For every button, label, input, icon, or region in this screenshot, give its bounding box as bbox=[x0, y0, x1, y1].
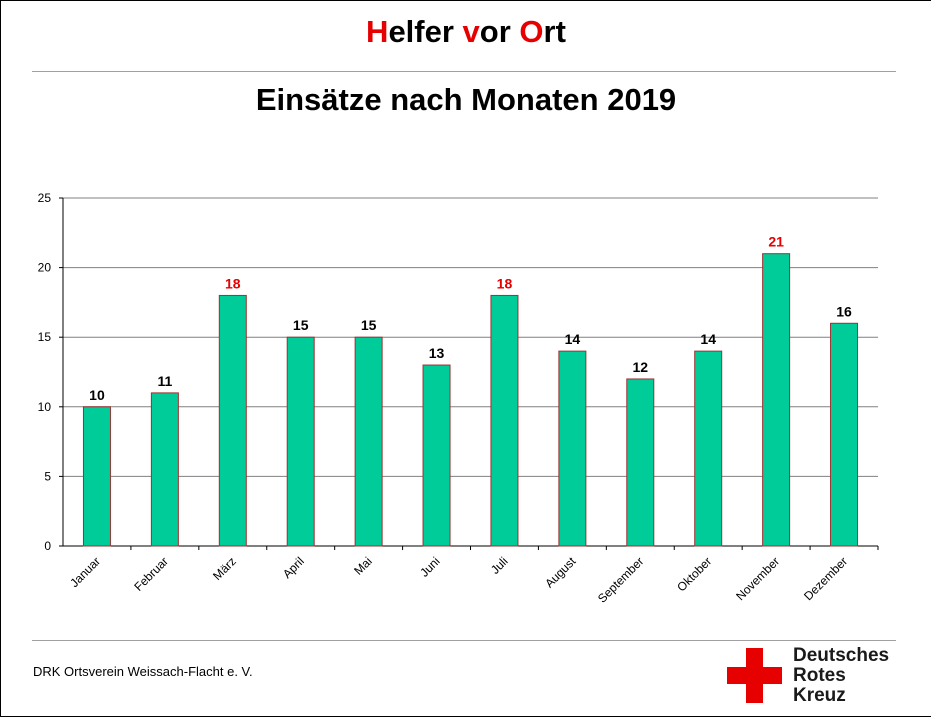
y-tick-label: 5 bbox=[44, 469, 51, 483]
header-title-part: H bbox=[366, 14, 389, 49]
bar-februar bbox=[150, 392, 179, 547]
y-tick-label: 15 bbox=[38, 330, 52, 344]
bar-märz bbox=[218, 294, 247, 547]
y-tick-label: 0 bbox=[44, 539, 51, 553]
red-cross-icon bbox=[727, 648, 782, 703]
value-label: 11 bbox=[157, 373, 172, 389]
value-label: 15 bbox=[293, 317, 309, 333]
logo-line-3: Kreuz bbox=[793, 685, 846, 706]
bar-chart: 0 5 10 15 20 25 10 Januar 11 Februar 18 März 15 April… bbox=[38, 191, 879, 606]
value-label: 14 bbox=[700, 331, 716, 347]
value-label: 21 bbox=[768, 234, 784, 250]
header-title-part: or bbox=[479, 14, 520, 49]
category-label: Januar bbox=[67, 554, 103, 590]
header-title-part: O bbox=[519, 14, 544, 49]
category-label: November bbox=[733, 554, 782, 603]
value-label: 15 bbox=[361, 317, 377, 333]
category-label: Februar bbox=[131, 554, 171, 594]
y-tick-label: 20 bbox=[38, 261, 52, 275]
bar-oktober bbox=[694, 350, 723, 547]
y-tick-label: 10 bbox=[38, 400, 52, 414]
logo-line-1: Deutsches bbox=[793, 645, 890, 666]
category-label: Juni bbox=[417, 554, 442, 579]
chart-title: Einsätze nach Monaten 2019 bbox=[255, 82, 677, 117]
category-label: Oktober bbox=[674, 554, 714, 594]
logo-wordmark: Deutsches Rotes Kreuz bbox=[793, 646, 889, 706]
category-label: Dezember bbox=[801, 554, 850, 603]
bar-juni bbox=[422, 364, 451, 547]
value-label: 16 bbox=[836, 303, 852, 319]
bar-juli bbox=[490, 294, 519, 547]
category-label: Mai bbox=[351, 554, 375, 578]
category-label: März bbox=[210, 554, 239, 583]
category-label: September bbox=[595, 554, 646, 605]
logo-line-2: Rotes bbox=[793, 665, 846, 686]
footer-divider bbox=[32, 640, 896, 641]
header-title-part: v bbox=[462, 14, 480, 49]
bar-januar bbox=[82, 406, 111, 547]
value-label: 18 bbox=[497, 275, 513, 291]
organization-name: DRK Ortsverein Weissach-Flacht e. V. bbox=[33, 664, 253, 679]
bar-dezember bbox=[830, 322, 859, 547]
bar-september bbox=[626, 378, 655, 547]
value-label: 12 bbox=[633, 359, 649, 375]
y-tick-label: 25 bbox=[38, 191, 52, 205]
category-label: April bbox=[280, 554, 307, 581]
value-label: 18 bbox=[225, 275, 241, 291]
category-label: Juli bbox=[488, 554, 511, 577]
header-title-part: rt bbox=[543, 14, 566, 49]
value-label: 13 bbox=[429, 345, 445, 361]
bar-mai bbox=[354, 336, 383, 547]
header-title-part: elfer bbox=[388, 14, 463, 49]
header-title: Helfer vor Ort bbox=[0, 12, 932, 52]
bar-november bbox=[762, 253, 791, 547]
header-divider bbox=[32, 71, 896, 72]
category-label: August bbox=[542, 554, 579, 591]
bar-april bbox=[286, 336, 315, 547]
bar-august bbox=[558, 350, 587, 547]
value-label: 10 bbox=[89, 387, 105, 403]
value-label: 14 bbox=[565, 331, 581, 347]
